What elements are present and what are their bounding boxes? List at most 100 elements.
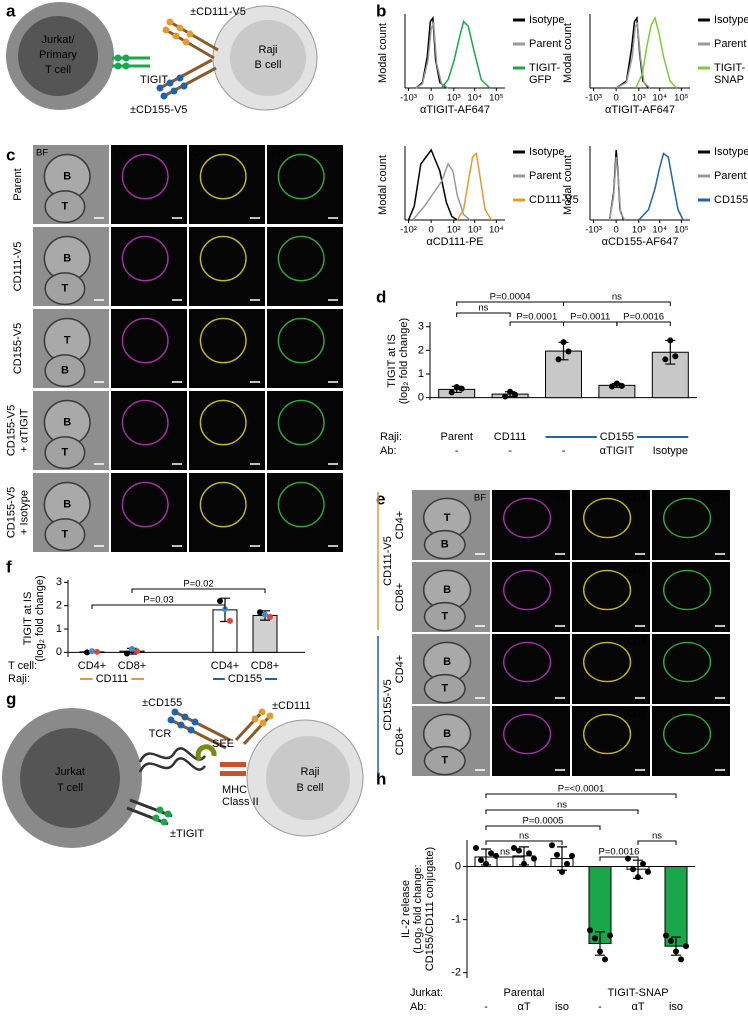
row-label: CD155-V5 bbox=[12, 323, 24, 374]
legend-label: CD111-V5 bbox=[529, 194, 579, 206]
membrane-signal bbox=[121, 317, 169, 364]
cd111-stems bbox=[234, 710, 272, 746]
density-curve bbox=[615, 21, 651, 89]
cell-label: B cell bbox=[297, 782, 324, 794]
data-point bbox=[257, 609, 263, 616]
tcr bbox=[138, 757, 207, 773]
channel-label: CD8 bbox=[627, 565, 646, 576]
fluorescence-image bbox=[267, 309, 343, 388]
data-point bbox=[592, 935, 598, 942]
y-axis-label: TIGIT at IS bbox=[22, 592, 34, 646]
y-axis-label: Modal count bbox=[377, 23, 389, 83]
y-tick-label: 3 bbox=[56, 576, 62, 588]
x-tick-label: 10⁴ bbox=[489, 225, 504, 236]
tigit-heads bbox=[114, 54, 130, 70]
y-axis-label: (Log₂ fold change: bbox=[412, 864, 424, 953]
row-label: CD155-V5 bbox=[5, 487, 17, 538]
membrane-signal bbox=[582, 641, 632, 683]
data-point bbox=[555, 356, 562, 363]
fluorescence-image bbox=[652, 706, 730, 776]
mhc-label: Class II bbox=[222, 796, 259, 808]
membrane-signal bbox=[277, 153, 325, 200]
channel-label: BF bbox=[36, 148, 48, 159]
data-point bbox=[453, 384, 460, 390]
data-point bbox=[672, 353, 679, 360]
row-label: CD155-V5 bbox=[5, 405, 17, 456]
data-point bbox=[512, 391, 519, 398]
row-label: Parent bbox=[12, 168, 24, 200]
membrane-signal bbox=[277, 317, 325, 364]
data-point bbox=[569, 852, 575, 859]
y-tick-label: 2 bbox=[418, 344, 424, 356]
significance-bracket bbox=[485, 840, 563, 845]
legend-label: Isotype bbox=[529, 146, 564, 158]
fluorescence-image bbox=[111, 391, 187, 470]
group-label: CD155 bbox=[228, 673, 262, 685]
category-label: Parent bbox=[440, 431, 472, 443]
membrane-signal bbox=[121, 153, 169, 200]
y-axis-label: IL-2 release bbox=[400, 880, 412, 938]
x-tick-label: 0 bbox=[614, 225, 619, 236]
fluorescence-image bbox=[189, 473, 265, 552]
row-label: + αTIGIT bbox=[18, 408, 30, 452]
x-tick-label: 10⁴ bbox=[467, 93, 482, 104]
data-point bbox=[597, 948, 603, 955]
x-tick-label: 10⁵ bbox=[674, 225, 689, 236]
membrane-signal bbox=[662, 641, 712, 683]
data-point bbox=[511, 844, 517, 851]
fluorescence-image bbox=[111, 227, 187, 306]
data-point bbox=[124, 650, 130, 657]
membrane-signal bbox=[199, 481, 247, 528]
legend-label: Parent bbox=[529, 170, 561, 182]
cell-outline bbox=[423, 673, 466, 704]
x-tick-label: 10³ bbox=[447, 93, 461, 104]
significance-label: ns bbox=[478, 303, 488, 314]
category-label: Isotype bbox=[653, 445, 688, 457]
membrane-signal bbox=[277, 235, 325, 282]
channel-label: V5 bbox=[114, 148, 126, 159]
y-tick-label: 3 bbox=[418, 321, 424, 333]
cd111-label: ±CD111 bbox=[272, 700, 311, 712]
data-point bbox=[602, 956, 608, 963]
data-point bbox=[526, 850, 532, 857]
x-tick-label: 10³ bbox=[632, 93, 646, 104]
cell-letter: T bbox=[64, 335, 71, 347]
significance-label: P=0.0001 bbox=[516, 312, 557, 323]
significance-label: P=0.02 bbox=[183, 579, 213, 590]
legend-label: Parent bbox=[714, 170, 746, 182]
density-curve bbox=[638, 152, 684, 221]
category-label: CD4+ bbox=[78, 660, 106, 672]
group-label: CD155-V5 bbox=[382, 679, 394, 730]
membrane-signal bbox=[582, 497, 632, 539]
significance-label: P=0.0016 bbox=[623, 312, 664, 323]
cell-label: T cell bbox=[57, 782, 83, 794]
cd111-heads bbox=[251, 708, 274, 727]
cell-label: Jurkat/ bbox=[41, 34, 75, 46]
fluorescence-image bbox=[267, 473, 343, 552]
cell-letter: T bbox=[62, 201, 69, 213]
channel-label: BF bbox=[474, 493, 486, 504]
cell-letter: T bbox=[62, 529, 69, 541]
fluorescence-image bbox=[652, 634, 730, 704]
x-tick-label: -10³ bbox=[585, 93, 602, 104]
cd155-label: ±CD155 bbox=[142, 697, 182, 709]
x-tick-label: 10⁴ bbox=[652, 93, 667, 104]
row-title: T cell: bbox=[8, 660, 37, 672]
cell-label: Raji bbox=[301, 766, 320, 778]
cell-outline bbox=[44, 272, 86, 306]
significance-bracket bbox=[131, 588, 266, 593]
cell-letter: B bbox=[63, 171, 71, 183]
category-label: CD8+ bbox=[251, 660, 279, 672]
x-tick-label: 10² bbox=[447, 225, 461, 236]
cell-letter: T bbox=[441, 755, 448, 767]
data-point bbox=[458, 385, 465, 392]
see bbox=[195, 744, 217, 762]
row-label: CD8+ bbox=[394, 583, 406, 611]
density-curve bbox=[608, 156, 626, 221]
membrane-signal bbox=[502, 641, 552, 683]
data-point bbox=[227, 617, 233, 624]
significance-label: P=0.0016 bbox=[599, 847, 640, 858]
data-point bbox=[559, 868, 565, 875]
bar bbox=[252, 614, 278, 653]
x-tick-label: 10⁵ bbox=[489, 93, 504, 104]
